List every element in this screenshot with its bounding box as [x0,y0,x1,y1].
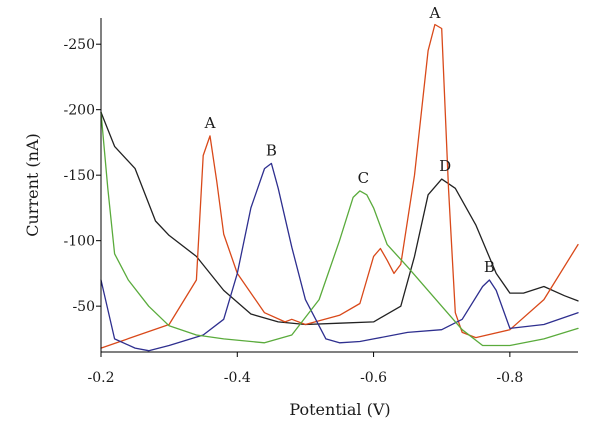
series-line-3 [100,162,579,352]
peak-label: C [358,169,369,187]
series-line-2 [100,23,579,349]
series-line-1 [100,111,579,326]
plot-area [100,23,579,352]
x-tick-label: -0.6 [360,370,387,386]
y-tick-label: -150 [64,168,95,184]
y-tick-label: -250 [64,37,95,53]
x-tick-label: -0.4 [224,370,251,386]
y-tick-label: -50 [72,299,95,315]
peak-labels: A B C A D B [204,4,495,276]
x-tick-label: -0.2 [88,370,115,386]
axes [100,18,578,353]
y-axis-title: Current (nA) [23,133,42,236]
x-tick-label: -0.8 [496,370,523,386]
x-ticks: -0.2 -0.4 -0.6 -0.8 [88,352,523,386]
y-tick-label: -100 [64,234,95,250]
peak-label: B [484,258,495,276]
y-tick-label: -200 [64,103,95,119]
peak-label: A [428,4,440,22]
x-axis-title: Potential (V) [289,400,390,419]
peak-label: D [439,157,451,175]
peak-label: B [266,141,277,159]
peak-label: A [204,114,216,132]
y-ticks: -50 -100 -150 -200 -250 [64,37,101,315]
series-line-4 [100,111,579,347]
